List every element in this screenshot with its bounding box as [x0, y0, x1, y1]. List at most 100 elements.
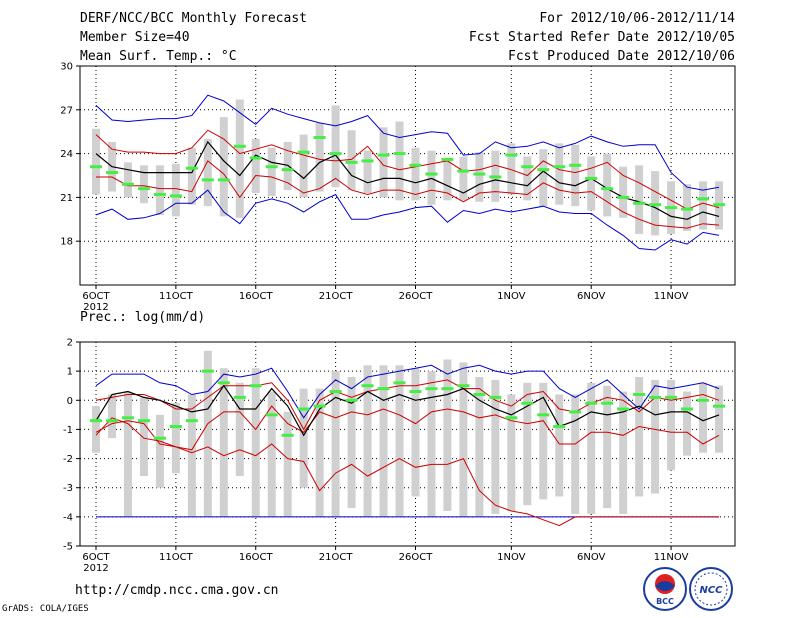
y-tick-label: -5: [63, 542, 73, 553]
spread-bar: [491, 379, 500, 514]
chart-title: DERF/NCC/BCC Monthly Forecast: [80, 11, 307, 26]
spread-bar: [92, 128, 100, 195]
spread-bar: [315, 388, 324, 517]
spread-bar: [283, 411, 292, 517]
y-tick-label: 1: [67, 367, 73, 378]
spread-bar: [443, 160, 452, 201]
median-mark: [601, 187, 614, 191]
x-tick-label: 11OCT: [159, 552, 194, 563]
median-mark: [281, 433, 294, 437]
median-mark: [361, 159, 374, 163]
plot-frame: [79, 341, 736, 547]
median-mark: [153, 436, 166, 440]
spread-bar: [123, 162, 132, 198]
lower-pct-line: [95, 405, 720, 451]
median-mark: [457, 169, 470, 173]
spread-bar: [187, 394, 196, 517]
spread-bar: [459, 362, 468, 517]
spread-bar: [411, 147, 420, 201]
spread-bar: [171, 403, 180, 474]
median-mark: [425, 387, 438, 391]
median-mark: [297, 150, 310, 154]
plot-frame: [79, 65, 736, 286]
median-mark: [233, 144, 246, 148]
median-mark: [457, 384, 470, 388]
median-mark: [393, 152, 406, 156]
spread-bar: [587, 156, 596, 211]
median-mark: [537, 168, 550, 172]
median-mark: [665, 206, 678, 210]
median-mark: [473, 392, 486, 396]
spread-bar: [603, 385, 612, 509]
upper-pct-line: [95, 379, 720, 431]
median-mark: [473, 172, 486, 176]
median-mark: [649, 203, 662, 207]
spread-bar: [331, 371, 340, 517]
median-mark: [201, 369, 214, 373]
median-mark: [425, 172, 438, 176]
median-mark: [569, 163, 582, 167]
median-mark: [329, 390, 342, 394]
median-mark: [169, 425, 182, 429]
min-line: [95, 417, 719, 527]
spread-bar: [539, 382, 548, 500]
x-tick-label: 11OCT: [159, 291, 194, 302]
median-mark: [313, 404, 326, 408]
mean-line: [95, 384, 720, 437]
median-mark: [137, 187, 150, 191]
spread-bar: [347, 130, 356, 191]
grads-credit: GrADS: COLA/IGES: [2, 604, 89, 614]
median-mark: [249, 156, 262, 160]
median-mark: [217, 178, 230, 182]
y-tick-label: 0: [67, 396, 73, 407]
spread-bar: [139, 397, 148, 477]
median-mark: [665, 395, 678, 399]
spread-bar: [619, 391, 628, 514]
median-mark: [361, 384, 374, 388]
spread-bar: [363, 150, 372, 194]
x-tick-label: 21OCT: [319, 291, 354, 302]
median-mark: [249, 384, 262, 388]
median-mark: [297, 407, 310, 411]
temp-panel-label: Mean Surf. Temp.: °C: [80, 49, 237, 64]
mean-line: [95, 140, 720, 220]
median-mark: [201, 178, 214, 182]
median-mark: [505, 416, 518, 420]
x-tick-label: 11NOV: [654, 291, 689, 302]
median-mark: [681, 407, 694, 411]
spread-bar: [555, 143, 564, 205]
spread-bar: [139, 165, 148, 204]
x-year-label: 2012: [83, 563, 108, 574]
median-mark: [713, 404, 725, 408]
median-mark: [521, 165, 534, 169]
median-mark: [681, 207, 694, 211]
spread-bar: [235, 99, 244, 218]
spread-bar: [571, 394, 580, 514]
max-line: [95, 364, 720, 419]
panel-temperature: 30 27 24 21 18 6OCT 11OCT 16OCT 21OCT 26OCT 1NOV 6N…: [60, 62, 736, 313]
median-mark: [121, 182, 134, 186]
x-tick-label: 26OCT: [399, 552, 434, 563]
spread-bar: [251, 139, 260, 194]
spread-bar: [571, 144, 580, 207]
median-mark: [697, 197, 710, 201]
y-tick-label: 27: [60, 105, 73, 116]
site-url[interactable]: http://cmdp.ncc.cma.gov.cn: [75, 583, 279, 598]
y-tick-label: -3: [63, 483, 73, 494]
median-mark: [633, 392, 646, 396]
y-tick-label: 24: [60, 149, 73, 160]
x-tick-label: 6NOV: [577, 552, 606, 563]
spread-bar: [331, 105, 340, 188]
spread-bar: [363, 365, 372, 517]
spread-bar: [523, 382, 532, 506]
median-mark: [393, 381, 406, 385]
median-mark: [377, 387, 390, 391]
median-mark: [489, 395, 502, 399]
x-tick-label: 21OCT: [319, 552, 354, 563]
spread-bar: [299, 134, 308, 198]
spread-bar: [635, 165, 644, 234]
median-mark: [329, 152, 342, 156]
y-tick-label: 2: [67, 338, 73, 349]
spread-bar: [267, 391, 276, 517]
max-line: [95, 94, 720, 191]
